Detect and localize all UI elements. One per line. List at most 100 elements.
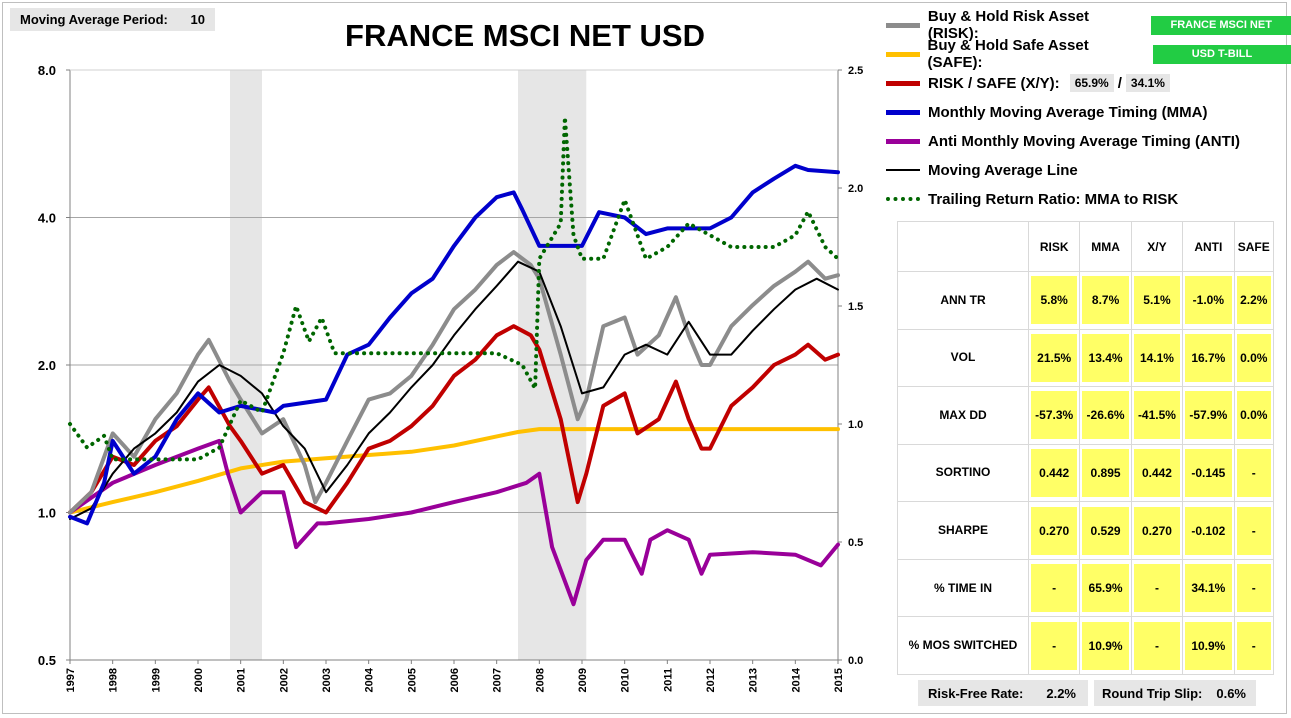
stats-col-header: X/Y <box>1130 221 1184 272</box>
stats-cell-value: -41.5% <box>1133 391 1181 440</box>
stats-row-label: ANN TR <box>897 271 1029 330</box>
stats-cell: 5.8% <box>1027 271 1081 330</box>
legend-anti: Anti Monthly Moving Average Timing (ANTI… <box>886 129 1240 153</box>
x-tick-label: 1997 <box>65 668 77 692</box>
stats-cell: 10.9% <box>1079 616 1132 675</box>
stats-cell: -0.145 <box>1182 443 1235 503</box>
stats-cell: - <box>1233 501 1275 560</box>
stats-cell-value: -57.9% <box>1185 391 1232 440</box>
stats-cell-value: - <box>1236 621 1271 670</box>
y-right-tick-label: 0.5 <box>848 537 863 549</box>
x-tick-label: 2014 <box>790 667 802 692</box>
chart-title: FRANCE MSCI NET USD <box>345 18 705 53</box>
stats-cell-value: -0.145 <box>1185 448 1232 497</box>
stats-cell: 21.5% <box>1027 328 1081 388</box>
stats-cell-value: 2.2% <box>1236 276 1271 325</box>
y-left-tick-label: 2.0 <box>38 358 56 373</box>
stats-table: RISK MMA X/Y ANTI SAFE ANN TR 5.8% 8.7% 5.1… <box>897 221 1275 675</box>
stats-cell: 0.442 <box>1027 443 1081 503</box>
risk-free-rate-box: Risk-Free Rate: 2.2% <box>918 680 1088 706</box>
stats-cell-value: 13.4% <box>1082 333 1129 382</box>
y-left-tick-label: 1.0 <box>38 506 56 521</box>
legend-ratio: Trailing Return Ratio: MMA to RISK <box>886 187 1178 211</box>
stats-col-header: ANTI <box>1182 221 1235 272</box>
legend-risk-label: Buy & Hold Risk Asset (RISK): <box>927 8 1090 42</box>
stats-row-label: % TIME IN <box>897 558 1029 618</box>
xy-risk-pct: 65.9% <box>1069 74 1114 92</box>
y-right-tick-label: 2.0 <box>848 183 863 195</box>
stats-row-label: % MOS SWITCHED <box>897 616 1029 675</box>
stats-cell-value: - <box>1236 564 1271 613</box>
y-right-tick-label: 1.5 <box>848 301 863 313</box>
legend-safe-label: Buy & Hold Safe Asset (SAFE): <box>927 37 1089 71</box>
xy-separator: / <box>1117 74 1122 92</box>
stats-cell-value: 0.895 <box>1082 448 1129 497</box>
stats-cell: 0.270 <box>1027 501 1081 560</box>
legend-risk-swatch <box>886 22 920 28</box>
stats-row: SORTINO 0.442 0.895 0.442 -0.145- <box>897 443 1275 503</box>
x-tick-label: 2011 <box>662 668 674 692</box>
legend-xy-swatch <box>886 80 920 86</box>
legend-risk: Buy & Hold Risk Asset (RISK): FRANCE MSC… <box>886 8 1291 42</box>
legend-mma: Monthly Moving Average Timing (MMA) <box>886 100 1207 124</box>
stats-cell-value: - <box>1133 621 1181 670</box>
stats-cell-value: -1.0% <box>1185 276 1232 325</box>
x-tick-label: 2002 <box>278 668 290 692</box>
stats-cell: -26.6% <box>1079 386 1132 445</box>
stats-cell-value: 10.9% <box>1082 621 1129 670</box>
stats-cell-value: - <box>1236 448 1271 497</box>
y-right-tick-label: 2.5 <box>848 65 863 77</box>
y-left-tick-label: 8.0 <box>38 63 56 78</box>
series-line <box>68 438 840 607</box>
stats-cell: 2.2% <box>1233 271 1275 330</box>
series-line <box>68 163 840 526</box>
stats-cell-value: 5.8% <box>1030 276 1078 325</box>
x-tick-label: 2015 <box>833 668 845 692</box>
stats-row-label: SORTINO <box>897 443 1029 503</box>
stats-cell: - <box>1027 558 1081 618</box>
legend-xy-label: RISK / SAFE (X/Y): <box>928 74 1060 92</box>
legend-anti-swatch <box>886 138 920 144</box>
stats-cell: - <box>1027 616 1081 675</box>
stats-col-header: MMA <box>1079 221 1132 272</box>
stats-cell-value: 65.9% <box>1082 564 1129 613</box>
stats-cell: 10.9% <box>1182 616 1235 675</box>
legend-ma-line: Moving Average Line <box>886 158 1078 182</box>
risk-free-rate-value: 2.2% <box>1046 685 1076 701</box>
stats-cell-value: -0.102 <box>1185 506 1232 555</box>
x-tick-label: 2003 <box>321 668 333 692</box>
stats-row: % TIME IN -65.9% -34.1% - <box>897 558 1275 618</box>
x-tick-label: 2000 <box>193 668 205 692</box>
stats-cell-value: 21.5% <box>1030 333 1078 382</box>
stats-cell-value: 0.0% <box>1236 333 1271 382</box>
stats-cell: 0.529 <box>1079 501 1132 560</box>
x-tick-label: 2010 <box>620 668 632 692</box>
stats-cell: 34.1% <box>1182 558 1235 618</box>
x-tick-label: 2013 <box>748 668 760 692</box>
stats-cell: 65.9% <box>1079 558 1132 618</box>
safe-asset-box: USD T-BILL <box>1152 44 1291 64</box>
stats-cell: - <box>1130 616 1184 675</box>
stats-cell-value: 5.1% <box>1133 276 1181 325</box>
stats-cell: - <box>1233 558 1275 618</box>
stats-row-label: MAX DD <box>897 386 1029 445</box>
stats-cell-value: -57.3% <box>1030 391 1078 440</box>
stats-cell: 0.895 <box>1079 443 1132 503</box>
stats-cell: 0.0% <box>1233 386 1275 445</box>
stats-cell: -0.102 <box>1182 501 1235 560</box>
stats-cell-value: 0.529 <box>1082 506 1129 555</box>
stats-col-header <box>897 221 1029 272</box>
series-line <box>68 250 840 515</box>
risk-free-rate-label: Risk-Free Rate: <box>928 685 1024 701</box>
stats-row-label: VOL <box>897 328 1029 388</box>
y-left-tick-label: 4.0 <box>38 211 56 226</box>
stats-cell: 0.0% <box>1233 328 1275 388</box>
stats-cell: -57.3% <box>1027 386 1081 445</box>
stats-cell-value: 0.442 <box>1030 448 1078 497</box>
x-tick-label: 2001 <box>236 668 248 692</box>
stats-col-header: RISK <box>1027 221 1081 272</box>
series-line <box>69 260 839 520</box>
stats-cell: 13.4% <box>1079 328 1132 388</box>
x-tick-label: 1998 <box>108 668 120 692</box>
stats-cell: -57.9% <box>1182 386 1235 445</box>
